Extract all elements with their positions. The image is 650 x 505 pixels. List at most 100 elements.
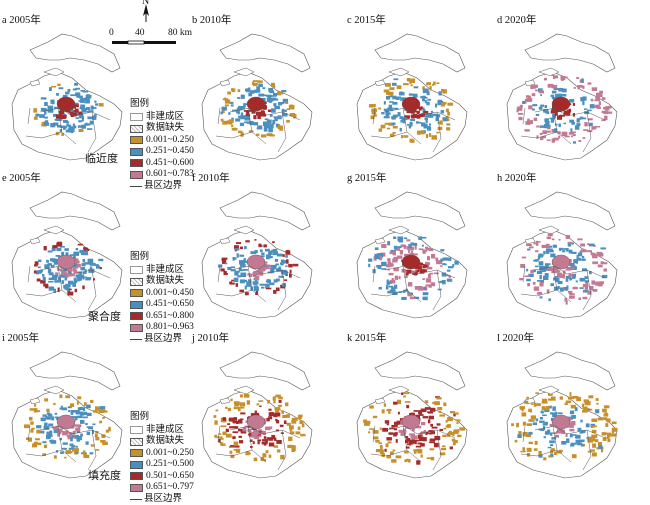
built-up-patch [538, 450, 542, 455]
built-up-patch [73, 434, 76, 438]
built-up-patch [407, 443, 411, 446]
built-up-patch [51, 85, 57, 88]
built-up-patch [551, 238, 555, 241]
built-up-patch [77, 435, 82, 441]
built-up-patch [46, 435, 51, 440]
built-up-patch [232, 436, 236, 439]
built-up-patch [551, 138, 555, 143]
built-up-patch [584, 111, 590, 115]
built-up-patch [524, 129, 530, 132]
built-up-patch [34, 404, 37, 407]
built-up-patch [266, 255, 270, 260]
built-up-patch [42, 441, 47, 444]
district-boundary [372, 107, 376, 125]
built-up-patch [563, 248, 568, 250]
built-up-patch [87, 116, 94, 120]
built-up-patch [272, 251, 278, 256]
built-up-patch [225, 433, 232, 438]
built-up-patch [420, 443, 425, 447]
built-up-patch [413, 86, 419, 89]
built-up-patch [52, 426, 57, 430]
built-up-patch [588, 395, 594, 399]
built-up-patch [90, 105, 94, 110]
built-up-patch [401, 118, 404, 122]
built-up-patch [557, 280, 563, 285]
built-up-patch [426, 82, 431, 86]
built-up-patch [538, 261, 544, 266]
built-up-patch [405, 439, 409, 444]
built-up-patch [264, 122, 270, 126]
built-up-patch [555, 94, 560, 98]
built-up-patch [584, 400, 591, 406]
map-panel-f: f 2010年 [190, 170, 350, 330]
built-up-patch [571, 251, 577, 254]
built-up-patch [230, 104, 234, 107]
urban-core [551, 414, 571, 430]
built-up-patch [415, 425, 422, 429]
built-up-patch [594, 126, 600, 128]
built-up-patch [64, 268, 70, 272]
built-up-patch [279, 129, 284, 131]
built-up-patch [516, 110, 519, 113]
urban-core [246, 96, 266, 112]
built-up-patch [46, 259, 49, 263]
built-up-patch [30, 429, 34, 433]
built-up-patch [552, 412, 557, 417]
built-up-patch [437, 126, 443, 131]
built-up-patch [547, 446, 552, 449]
island-outline [219, 397, 231, 405]
built-up-patch [562, 88, 567, 93]
built-up-patch [401, 296, 407, 300]
built-up-patch [386, 96, 391, 100]
built-up-patch [568, 132, 575, 135]
built-up-patch [62, 273, 69, 278]
built-up-patch [528, 441, 533, 445]
built-up-patch [239, 106, 245, 110]
legend-non-built: 非建成区 [146, 111, 185, 122]
built-up-patch [526, 97, 533, 102]
built-up-patch [40, 417, 46, 422]
built-up-patch [252, 441, 255, 445]
built-up-patch [551, 267, 557, 271]
built-up-patch [421, 244, 424, 247]
built-up-patch [285, 265, 288, 267]
district-boundary [27, 265, 31, 283]
built-up-patch [215, 409, 219, 412]
built-up-patch [289, 265, 293, 268]
built-up-patch [537, 88, 543, 92]
built-up-patch [65, 126, 68, 129]
district-boundary [432, 429, 442, 471]
built-up-patch [44, 102, 48, 106]
built-up-patch [368, 431, 371, 434]
built-up-patch [572, 141, 576, 144]
built-up-patch [606, 436, 610, 439]
built-up-patch [401, 117, 408, 121]
built-up-patch [397, 112, 401, 117]
built-up-patch [611, 421, 617, 425]
built-up-patch [62, 125, 66, 130]
built-up-patch [576, 441, 580, 445]
built-up-patch [427, 98, 431, 101]
built-up-patch [551, 90, 557, 94]
built-up-patch [555, 269, 559, 273]
built-up-patch [409, 413, 415, 416]
built-up-patch [59, 129, 62, 133]
built-up-patch [528, 431, 533, 435]
built-up-patch [79, 271, 82, 276]
built-up-patch [70, 403, 75, 407]
built-up-patch [63, 284, 66, 289]
built-up-patch [518, 431, 522, 436]
built-up-patch [541, 406, 546, 411]
non-built-swatch [130, 113, 143, 122]
built-up-patch [448, 275, 451, 278]
built-up-patch [100, 440, 106, 443]
built-up-patch [273, 413, 278, 418]
chongming-island-outline [374, 351, 466, 391]
panel-label: k 2015年 [347, 333, 387, 344]
built-up-patch [379, 255, 382, 261]
built-up-patch [224, 104, 229, 107]
built-up-patch [414, 273, 418, 276]
built-up-patch [222, 420, 226, 423]
built-up-patch [274, 264, 277, 268]
built-up-patch [258, 400, 264, 402]
